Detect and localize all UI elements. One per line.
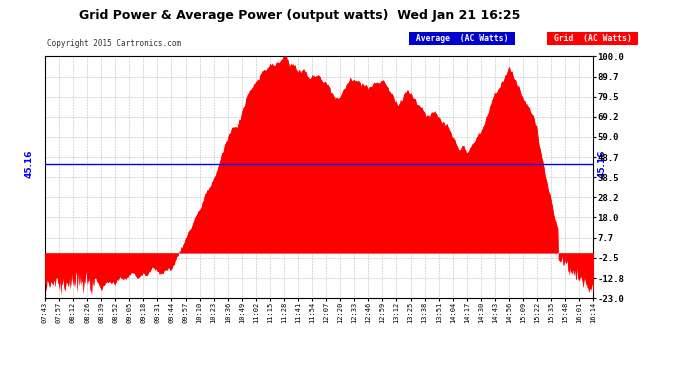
Text: 45.16: 45.16 xyxy=(25,150,34,178)
Text: Grid Power & Average Power (output watts)  Wed Jan 21 16:25: Grid Power & Average Power (output watts… xyxy=(79,9,521,22)
Text: Copyright 2015 Cartronics.com: Copyright 2015 Cartronics.com xyxy=(47,39,181,48)
Text: Grid  (AC Watts): Grid (AC Watts) xyxy=(549,34,636,43)
Text: Average  (AC Watts): Average (AC Watts) xyxy=(411,34,513,43)
Text: 45.16: 45.16 xyxy=(598,150,607,178)
